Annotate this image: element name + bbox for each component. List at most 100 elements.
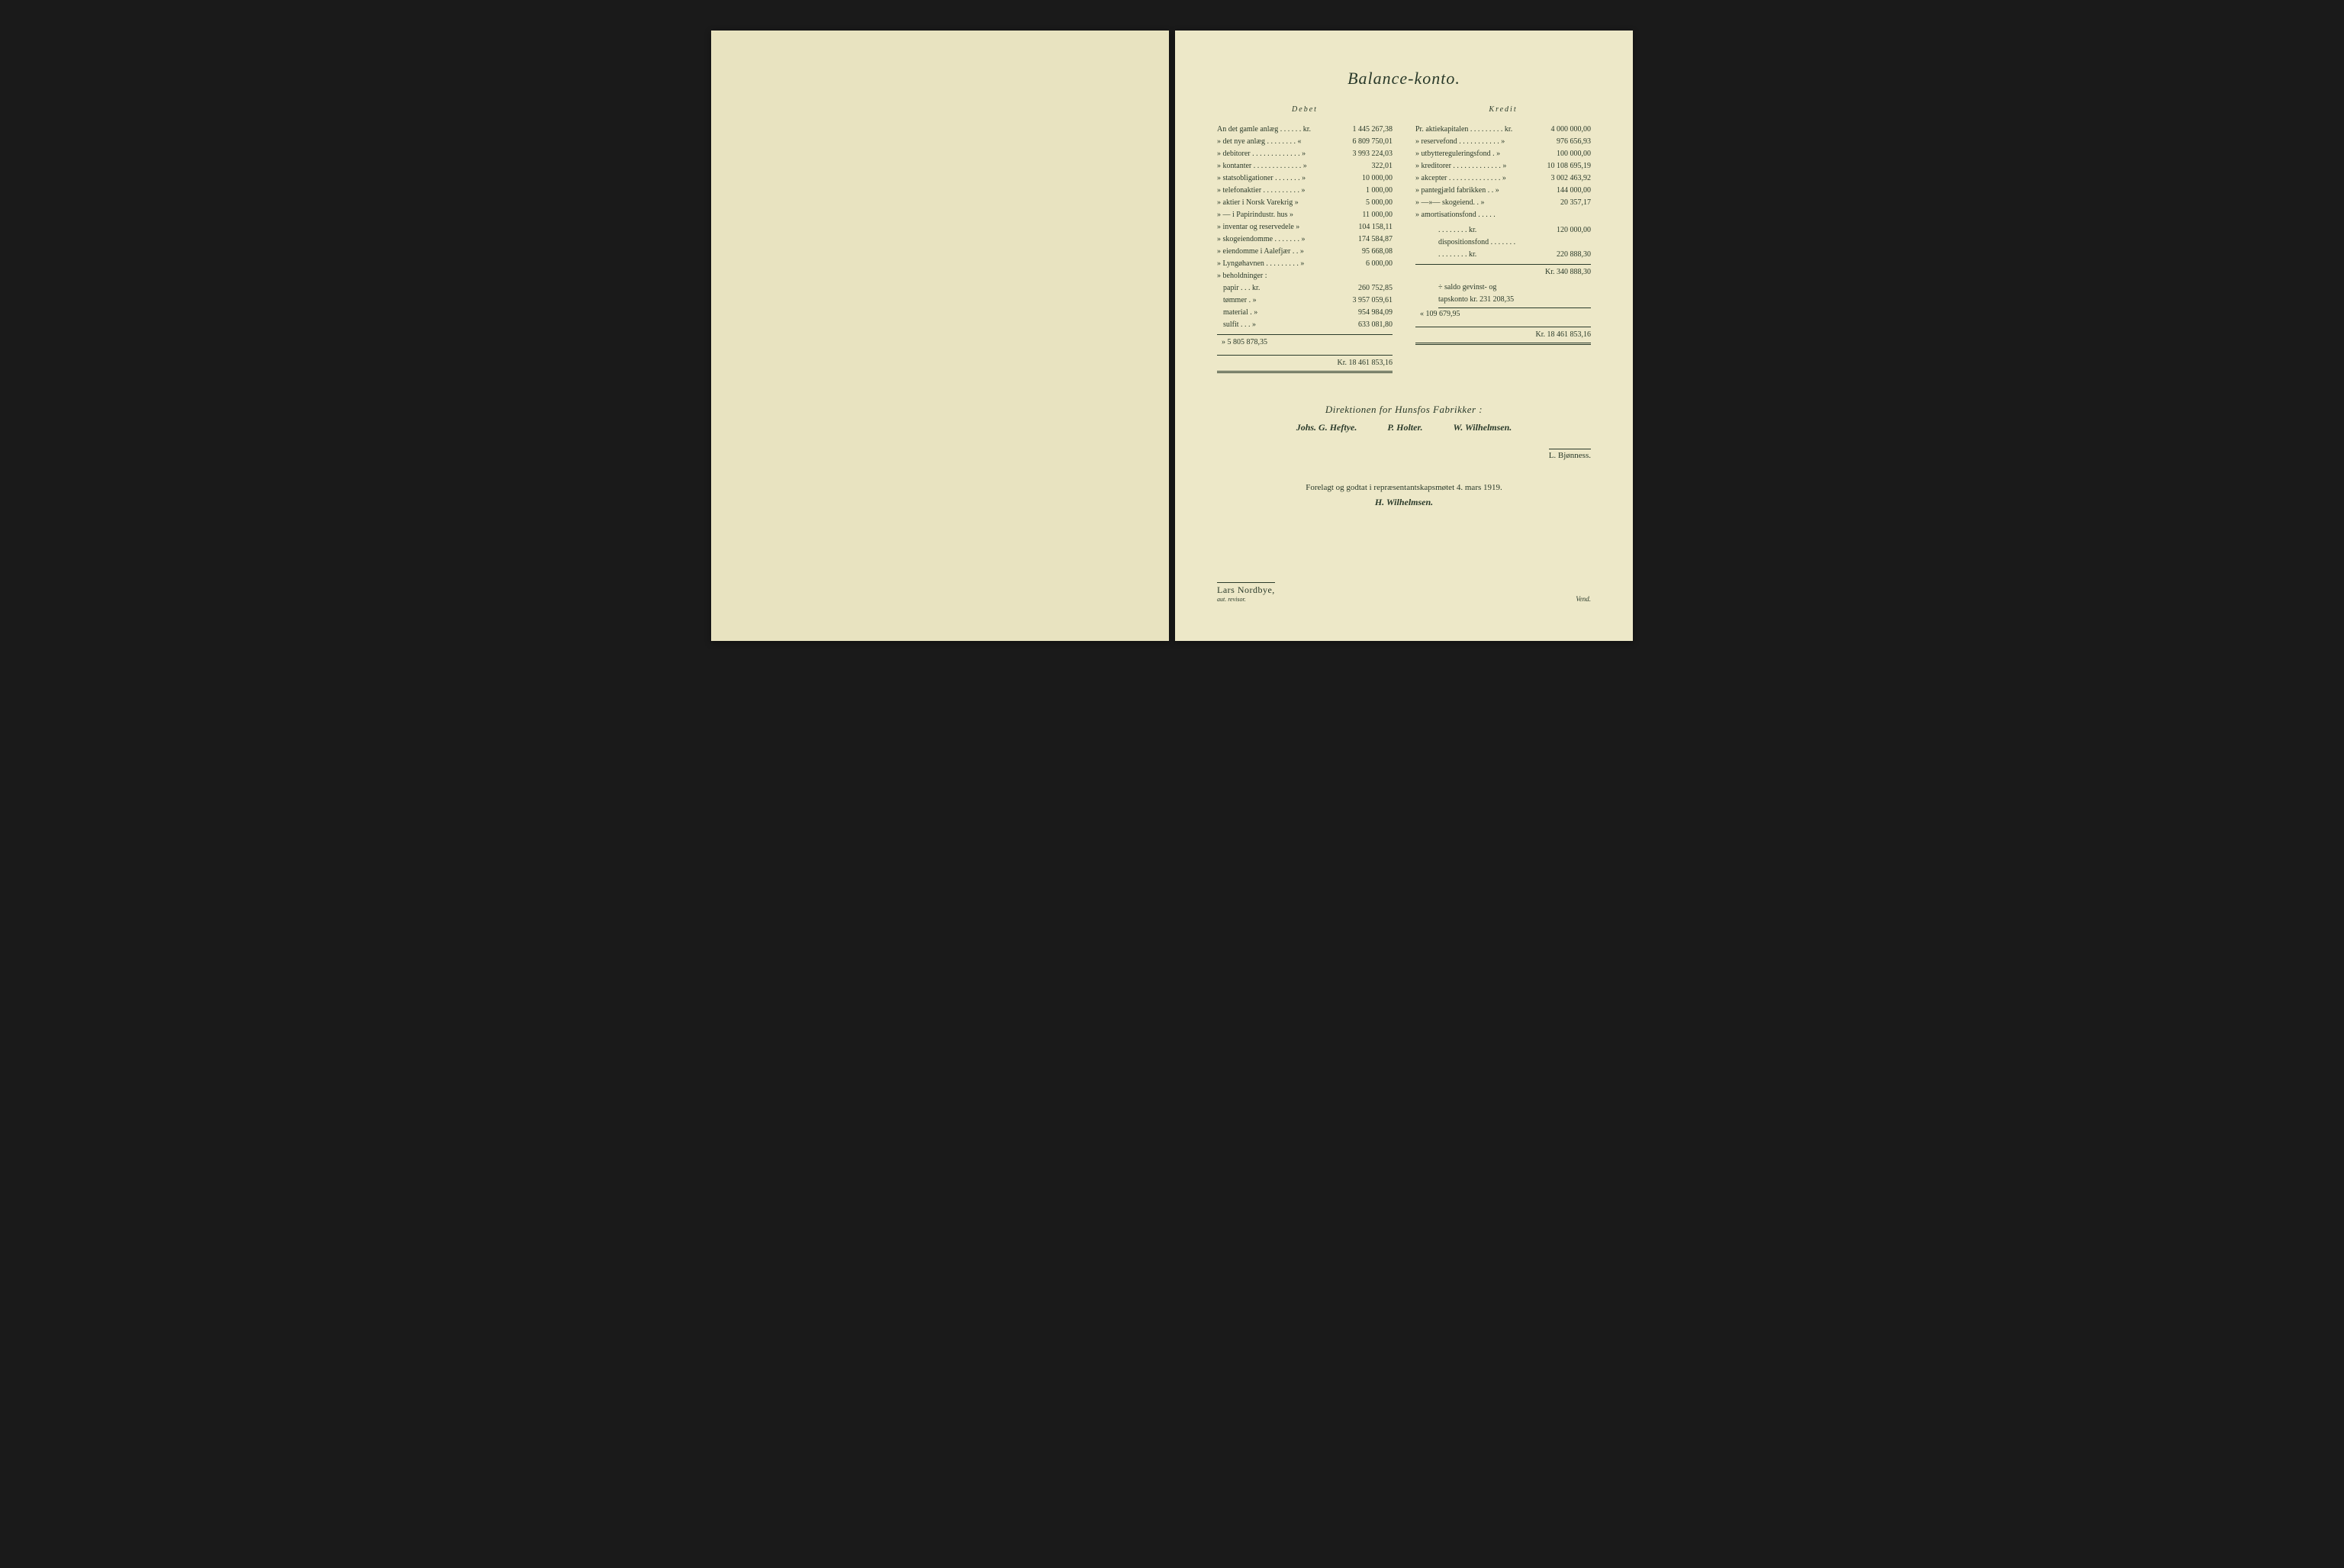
line-amount: 5 000,00	[1361, 197, 1393, 209]
beholdninger-block: papir . . . kr.260 752,85tømmer . »3 957…	[1223, 282, 1393, 331]
ledger-line: » det nye anlæg . . . . . . . . «6 809 7…	[1217, 136, 1393, 148]
ledger-line: » eiendomme i Aalefjær . . »95 668,08	[1217, 246, 1393, 258]
forelagt-text: Forelagt og godtat i repræsentantskapsmø…	[1217, 483, 1591, 492]
line-label: Pr. aktiekapitalen . . . . . . . . . kr.	[1415, 124, 1547, 136]
ledger-line: » akcepter . . . . . . . . . . . . . . »…	[1415, 172, 1591, 185]
line-label: An det gamle anlæg . . . . . . kr.	[1217, 124, 1348, 136]
ledger-line: material . »954 984,09	[1223, 307, 1393, 319]
ledger-line: sulfit . . . »633 081,80	[1223, 319, 1393, 331]
forelagt-signature: H. Wilhelmsen.	[1217, 497, 1591, 508]
line-label: » —»— skogeiend. . »	[1415, 197, 1556, 209]
line-label: » utbyttereguleringsfond . »	[1415, 148, 1552, 160]
ledger-line: An det gamle anlæg . . . . . . kr.1 445 …	[1217, 124, 1393, 136]
beholdninger-label: » beholdninger :	[1217, 270, 1393, 282]
line-amount: 10 000,00	[1357, 172, 1393, 185]
saldo-label: ÷ saldo gevinst- og	[1438, 282, 1591, 294]
ledger-line: » kreditorer . . . . . . . . . . . . . »…	[1415, 160, 1591, 172]
ledger-line: » statsobligationer . . . . . . . »10 00…	[1217, 172, 1393, 185]
line-amount: 1 445 267,38	[1348, 124, 1393, 136]
line-label: » kontanter . . . . . . . . . . . . . »	[1217, 160, 1367, 172]
ledger-line: » debitorer . . . . . . . . . . . . . »3…	[1217, 148, 1393, 160]
debet-column: Debet An det gamle anlæg . . . . . . kr.…	[1217, 104, 1393, 373]
line-amount: 3 993 224,03	[1348, 148, 1393, 160]
line-amount: 120 000,00	[1552, 224, 1591, 237]
saldo-block: ÷ saldo gevinst- og tapskonto kr. 231 20…	[1438, 282, 1591, 308]
ledger-line: tømmer . »3 957 059,61	[1223, 295, 1393, 307]
saldo-label2: tapskonto kr. 231 208,35	[1438, 294, 1591, 308]
line-amount: 174 584,87	[1354, 233, 1393, 246]
line-amount: 260 752,85	[1354, 282, 1393, 295]
amort-block: . . . . . . . . kr.120 000,00disposition…	[1438, 224, 1591, 261]
ledger-line: » utbyttereguleringsfond . »100 000,00	[1415, 148, 1591, 160]
line-amount: 6 809 750,01	[1348, 136, 1393, 148]
ledger-line: Pr. aktiekapitalen . . . . . . . . . kr.…	[1415, 124, 1591, 136]
kredit-lines: Pr. aktiekapitalen . . . . . . . . . kr.…	[1415, 124, 1591, 209]
right-page: Balance-konto. Debet An det gamle anlæg …	[1175, 31, 1633, 641]
ledger-line: . . . . . . . . kr.220 888,30	[1438, 249, 1591, 261]
line-amount: 144 000,00	[1552, 185, 1591, 197]
line-label: papir . . . kr.	[1223, 282, 1354, 295]
ledger-line: » inventar og reservedele »104 158,11	[1217, 221, 1393, 233]
line-amount: 322,01	[1367, 160, 1393, 172]
ledger-line: dispositionsfond . . . . . . .	[1438, 237, 1591, 249]
line-amount: 11 000,00	[1357, 209, 1393, 221]
line-label: » aktier i Norsk Varekrig »	[1217, 197, 1361, 209]
auditor-name: Lars Nordbye,	[1217, 584, 1275, 596]
line-amount	[1586, 237, 1591, 249]
ledger-line: » —»— skogeiend. . »20 357,17	[1415, 197, 1591, 209]
beholdninger-sum: » 5 805 878,35	[1217, 334, 1393, 349]
line-label: . . . . . . . . kr.	[1438, 224, 1552, 237]
saldo-result: « 109 679,95	[1415, 308, 1591, 320]
amort-sum: Kr. 340 888,30	[1415, 264, 1591, 279]
line-label: » Lyngøhavnen . . . . . . . . . »	[1217, 258, 1361, 270]
line-label: » telefonaktier . . . . . . . . . . »	[1217, 185, 1361, 197]
amort-label: » amortisationsfond . . . . .	[1415, 209, 1591, 221]
line-label: » statsobligationer . . . . . . . »	[1217, 172, 1357, 185]
signature-3: W. Wilhelmsen.	[1453, 422, 1512, 433]
line-amount: 6 000,00	[1361, 258, 1393, 270]
line-label: » — i Papirindustr. hus »	[1217, 209, 1357, 221]
ledger-line: » telefonaktier . . . . . . . . . . »1 0…	[1217, 185, 1393, 197]
line-label: » akcepter . . . . . . . . . . . . . . »	[1415, 172, 1547, 185]
ledger-line: papir . . . kr.260 752,85	[1223, 282, 1393, 295]
line-amount: 100 000,00	[1552, 148, 1591, 160]
ledger-line: » — i Papirindustr. hus »11 000,00	[1217, 209, 1393, 221]
page-footer: Lars Nordbye, aut. revisor. Vend.	[1217, 582, 1591, 603]
line-label: » pantegjæld fabrikken . . »	[1415, 185, 1552, 197]
ledger-line: » reservefond . . . . . . . . . . . »976…	[1415, 136, 1591, 148]
ledger-line: . . . . . . . . kr.120 000,00	[1438, 224, 1591, 237]
ledger-line: » skogeiendomme . . . . . . . »174 584,8…	[1217, 233, 1393, 246]
debet-header: Debet	[1217, 104, 1393, 116]
line-amount: 954 984,09	[1354, 307, 1393, 319]
kredit-header: Kredit	[1415, 104, 1591, 116]
signature-right: L. Bjønness.	[1549, 449, 1591, 460]
debet-total: Kr. 18 461 853,16	[1217, 355, 1393, 373]
line-label: dispositionsfond . . . . . . .	[1438, 237, 1586, 249]
ledger-line: » pantegjæld fabrikken . . »144 000,00	[1415, 185, 1591, 197]
auditor-title: aut. revisor.	[1217, 596, 1275, 603]
left-page-blank	[711, 31, 1169, 641]
ledger-line: » kontanter . . . . . . . . . . . . . »3…	[1217, 160, 1393, 172]
line-label: » reservefond . . . . . . . . . . . »	[1415, 136, 1552, 148]
vend-label: Vend.	[1576, 595, 1591, 603]
ledger-line: » Lyngøhavnen . . . . . . . . . »6 000,0…	[1217, 258, 1393, 270]
document-title: Balance-konto.	[1217, 69, 1591, 89]
kredit-total: Kr. 18 461 853,16	[1415, 327, 1591, 345]
line-label: » inventar og reservedele »	[1217, 221, 1354, 233]
line-amount: 3 957 059,61	[1348, 295, 1393, 307]
balance-columns: Debet An det gamle anlæg . . . . . . kr.…	[1217, 104, 1591, 373]
line-label: tømmer . »	[1223, 295, 1348, 307]
line-label: » det nye anlæg . . . . . . . . «	[1217, 136, 1348, 148]
signature-1: Johs. G. Heftye.	[1296, 422, 1357, 433]
kredit-column: Kredit Pr. aktiekapitalen . . . . . . . …	[1415, 104, 1591, 373]
line-amount: 976 656,93	[1552, 136, 1591, 148]
auditor-block: Lars Nordbye, aut. revisor.	[1217, 582, 1275, 603]
line-amount: 104 158,11	[1354, 221, 1393, 233]
line-label: sulfit . . . »	[1223, 319, 1354, 331]
direction-title: Direktionen for Hunsfos Fabrikker :	[1217, 404, 1591, 416]
ledger-line: » aktier i Norsk Varekrig »5 000,00	[1217, 197, 1393, 209]
line-amount: 10 108 695,19	[1543, 160, 1592, 172]
line-amount: 633 081,80	[1354, 319, 1393, 331]
signatures-row: Johs. G. Heftye. P. Holter. W. Wilhelmse…	[1217, 422, 1591, 433]
line-amount: 3 002 463,92	[1547, 172, 1592, 185]
